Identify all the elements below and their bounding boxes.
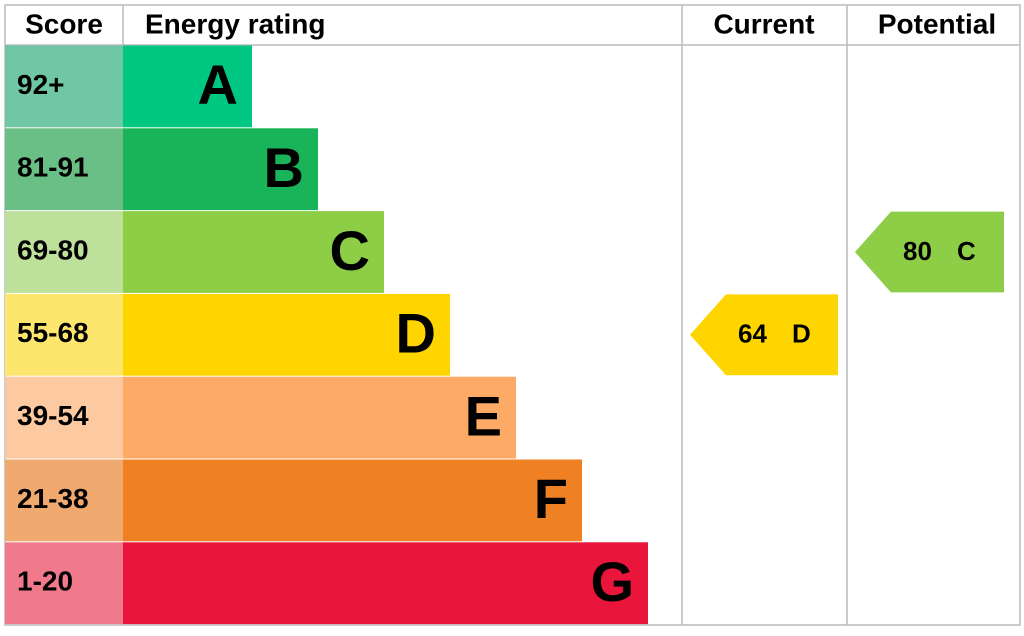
potential-value: 80 [903,236,932,266]
score-label: 39-54 [17,400,89,431]
rating-bar [123,542,648,625]
score-cell [5,128,123,211]
rating-letter: E [465,384,502,447]
score-cell [5,45,123,128]
current-arrow [690,294,838,376]
score-label: 92+ [17,69,65,100]
score-cell [5,293,123,376]
header-score: Score [25,8,103,39]
rating-letter: B [264,136,304,199]
potential-arrow [855,211,1004,293]
score-label: 69-80 [17,234,89,265]
score-label: 21-38 [17,483,89,514]
rating-bar [123,128,318,211]
score-label: 1-20 [17,566,73,597]
rating-bar [123,45,252,128]
rating-letter: F [534,467,568,530]
rating-letter: G [590,550,634,613]
rating-bar [123,211,384,293]
header-current: Current [713,8,814,39]
score-cell [5,459,123,542]
rating-letter: A [198,53,238,116]
score-cell [5,542,123,625]
rating-letter: C [330,219,370,282]
rating-letter: D [396,302,436,365]
score-label: 55-68 [17,317,89,348]
current-letter: D [792,319,811,349]
potential-letter: C [957,236,976,266]
rating-bar [123,376,516,459]
rating-bar [123,459,582,542]
header-rating: Energy rating [145,8,325,39]
current-value: 64 [738,319,767,349]
score-cell [5,211,123,293]
rating-bar [123,293,450,376]
header-potential: Potential [878,8,996,39]
score-label: 81-91 [17,152,89,183]
score-cell [5,376,123,459]
